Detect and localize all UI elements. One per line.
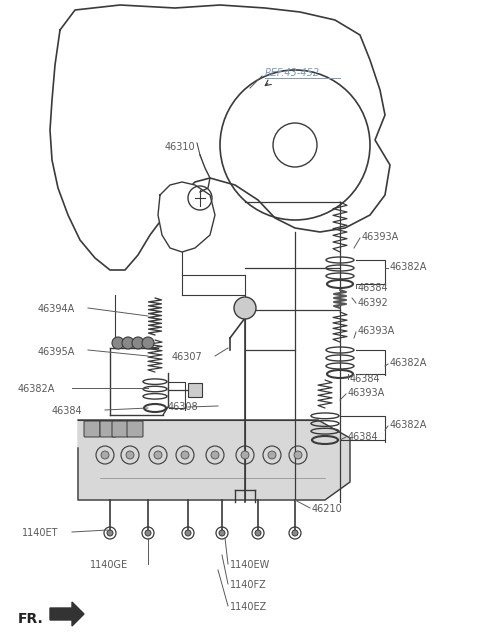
Circle shape <box>268 451 276 459</box>
Circle shape <box>154 451 162 459</box>
Circle shape <box>142 337 154 349</box>
Polygon shape <box>158 182 215 252</box>
Text: 46310: 46310 <box>165 142 196 152</box>
Polygon shape <box>50 5 390 270</box>
Circle shape <box>294 451 302 459</box>
Circle shape <box>181 451 189 459</box>
FancyBboxPatch shape <box>100 421 116 437</box>
Circle shape <box>255 530 261 536</box>
Circle shape <box>234 297 256 319</box>
Polygon shape <box>78 420 350 500</box>
Circle shape <box>132 337 144 349</box>
Text: 46384: 46384 <box>350 374 381 384</box>
FancyBboxPatch shape <box>127 421 143 437</box>
Circle shape <box>126 451 134 459</box>
Text: 46394A: 46394A <box>38 304 75 314</box>
Text: 46382A: 46382A <box>390 262 427 272</box>
Circle shape <box>241 451 249 459</box>
Circle shape <box>112 337 124 349</box>
FancyBboxPatch shape <box>84 421 100 437</box>
Text: 1140GE: 1140GE <box>90 560 128 570</box>
Circle shape <box>211 451 219 459</box>
Text: 46392: 46392 <box>358 298 389 308</box>
Text: 46395A: 46395A <box>38 347 75 357</box>
Text: 46384: 46384 <box>348 432 379 442</box>
Circle shape <box>185 530 191 536</box>
Text: 46384: 46384 <box>52 406 83 416</box>
Text: 46382A: 46382A <box>390 358 427 368</box>
Text: 46393A: 46393A <box>362 232 399 242</box>
Circle shape <box>122 337 134 349</box>
Text: 1140ET: 1140ET <box>22 528 59 538</box>
Text: 46393A: 46393A <box>358 326 395 336</box>
Text: 46393A: 46393A <box>348 388 385 398</box>
Text: REF.43-452: REF.43-452 <box>265 68 320 78</box>
Circle shape <box>145 530 151 536</box>
Text: 46382A: 46382A <box>18 384 55 394</box>
Text: 46308: 46308 <box>168 402 199 412</box>
Text: FR.: FR. <box>18 612 44 626</box>
Text: 46382A: 46382A <box>390 420 427 430</box>
Text: 1140FZ: 1140FZ <box>230 580 267 590</box>
Text: 46307: 46307 <box>172 352 203 362</box>
Circle shape <box>101 451 109 459</box>
FancyBboxPatch shape <box>188 383 202 397</box>
Polygon shape <box>50 602 84 626</box>
Text: 1140EW: 1140EW <box>230 560 270 570</box>
Text: 46384: 46384 <box>358 283 389 293</box>
Circle shape <box>219 530 225 536</box>
Circle shape <box>107 530 113 536</box>
Text: 46210: 46210 <box>312 504 343 514</box>
FancyBboxPatch shape <box>112 421 128 437</box>
Text: 1140EZ: 1140EZ <box>230 602 267 612</box>
Circle shape <box>292 530 298 536</box>
